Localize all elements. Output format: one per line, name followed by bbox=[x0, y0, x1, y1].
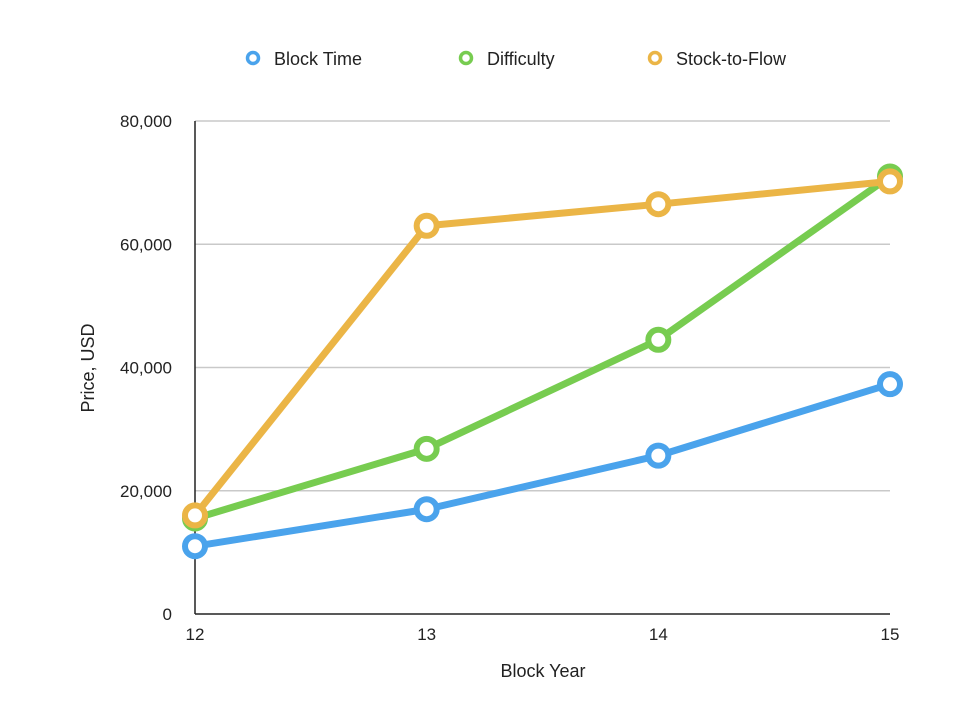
series-0 bbox=[182, 371, 903, 560]
data-point bbox=[645, 326, 672, 353]
x-tick-label: 15 bbox=[881, 625, 900, 644]
y-axis-title: Price, USD bbox=[78, 323, 98, 412]
y-tick-label: 80,000 bbox=[120, 112, 172, 131]
x-tick-label: 12 bbox=[186, 625, 205, 644]
legend-label: Difficulty bbox=[487, 49, 555, 69]
data-point bbox=[645, 442, 672, 469]
legend-marker bbox=[245, 50, 261, 66]
series-line bbox=[191, 380, 894, 550]
legend-item: Difficulty bbox=[458, 49, 555, 69]
series bbox=[182, 163, 903, 560]
series-line bbox=[191, 172, 894, 522]
legend-label: Block Time bbox=[274, 49, 362, 69]
y-tick-labels: 0 20,000 40,000 60,000 80,000 bbox=[120, 112, 172, 624]
x-axis-title: Block Year bbox=[500, 661, 585, 681]
data-point bbox=[413, 435, 440, 462]
y-tick-label: 0 bbox=[163, 605, 172, 624]
x-tick-label: 14 bbox=[649, 625, 668, 644]
x-tick-label: 13 bbox=[417, 625, 436, 644]
data-point bbox=[877, 371, 903, 398]
legend-marker bbox=[647, 50, 663, 66]
series-1 bbox=[182, 163, 903, 532]
legend-item: Block Time bbox=[245, 49, 362, 69]
axes bbox=[194, 121, 890, 615]
series-2 bbox=[182, 168, 903, 529]
y-tick-label: 60,000 bbox=[120, 235, 172, 254]
data-point bbox=[413, 496, 440, 523]
data-point bbox=[182, 502, 208, 529]
data-point bbox=[645, 191, 672, 218]
y-tick-label: 40,000 bbox=[120, 359, 172, 378]
x-tick-labels: 12 13 14 15 bbox=[186, 625, 900, 644]
y-tick-label: 20,000 bbox=[120, 482, 172, 501]
legend-label: Stock-to-Flow bbox=[676, 49, 787, 69]
legend-marker bbox=[458, 50, 474, 66]
data-point bbox=[413, 212, 440, 239]
legend: Block Time Difficulty Stock-to-Flow bbox=[245, 49, 787, 69]
data-point bbox=[182, 533, 208, 560]
gridlines bbox=[195, 120, 890, 492]
series-line bbox=[191, 177, 894, 519]
legend-item: Stock-to-Flow bbox=[647, 49, 787, 69]
data-point bbox=[877, 168, 903, 195]
